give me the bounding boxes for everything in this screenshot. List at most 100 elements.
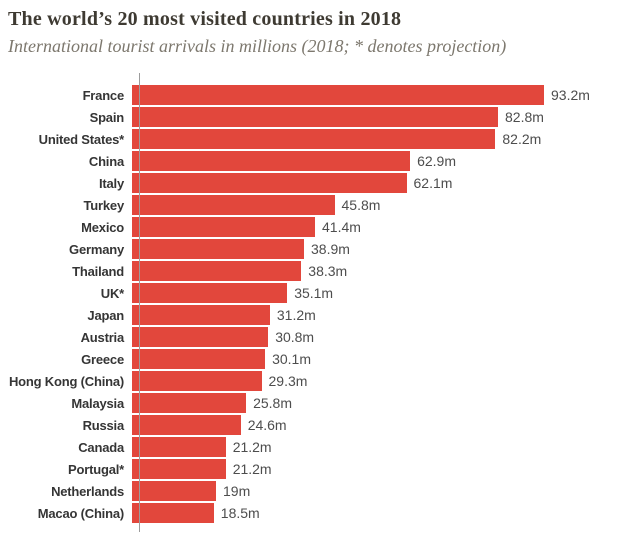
bar: [132, 173, 407, 193]
bar-area: 82.2m: [132, 129, 617, 149]
country-label: Portugal*: [68, 461, 124, 477]
value-label: 29.3m: [268, 373, 308, 389]
bar: [132, 437, 226, 457]
bar: [132, 305, 270, 325]
bar-area: 25.8m: [132, 393, 617, 413]
bar-area: 45.8m: [132, 195, 617, 215]
country-label: France: [82, 87, 125, 103]
value-label: 30.1m: [272, 351, 312, 367]
bar-row: Netherlands 19m: [0, 480, 617, 502]
bar-area: 41.4m: [132, 217, 617, 237]
bar-area: 21.2m: [132, 459, 617, 479]
value-label: 21.2m: [232, 461, 272, 477]
bar-chart: France 93.2m Spain 82.8m United States* …: [0, 73, 617, 532]
bar: [132, 459, 226, 479]
bar-row: Italy 62.1m: [0, 172, 617, 194]
bar: [132, 261, 302, 281]
bar-area: 62.1m: [132, 173, 617, 193]
country-label: Thailand: [72, 263, 124, 279]
bar: [132, 85, 544, 105]
bar-row: UK* 35.1m: [0, 282, 617, 304]
country-label: UK*: [100, 285, 124, 301]
value-label: 82.8m: [505, 109, 544, 125]
chart-subtitle: International tourist arrivals in millio…: [8, 36, 507, 56]
country-label: Mexico: [81, 219, 124, 235]
bar-area: 19m: [132, 481, 617, 501]
bar-area: 31.2m: [132, 305, 617, 325]
value-label: 82.2m: [502, 131, 542, 147]
bar: [132, 283, 288, 303]
bar-row: Hong Kong (China) 29.3m: [0, 370, 617, 392]
bar-area: 93.2m: [132, 85, 617, 105]
bar-row: United States* 82.2m: [0, 128, 617, 150]
country-label: Turkey: [83, 197, 125, 213]
country-label: Austria: [80, 329, 125, 345]
bar-row: Russia 24.6m: [0, 414, 617, 436]
country-label: China: [88, 153, 124, 169]
value-label: 62.1m: [413, 175, 453, 191]
bar-area: 82.8m: [132, 107, 617, 127]
bar: [132, 129, 496, 149]
value-label: 25.8m: [253, 395, 293, 411]
country-label: Canada: [78, 439, 124, 455]
chart-title: The world’s 20 most visited countries in…: [8, 8, 402, 30]
country-label: Spain: [89, 109, 125, 125]
bar-area: 38.3m: [132, 261, 617, 281]
bar-row: Canada 21.2m: [0, 436, 617, 458]
bar-area: 24.6m: [132, 415, 617, 435]
bar-area: 21.2m: [132, 437, 617, 457]
bar: [132, 107, 498, 127]
bar-row: Macao (China) 18.5m: [0, 502, 617, 524]
country-label: United States*: [38, 131, 125, 147]
bar: [132, 371, 262, 391]
bar: [132, 349, 266, 369]
bar-row: Portugal* 21.2m: [0, 458, 617, 480]
bar: [132, 327, 269, 347]
value-label: 21.2m: [232, 439, 272, 455]
country-label: Macao (China): [37, 505, 124, 521]
value-label: 18.5m: [220, 505, 260, 521]
bar-row: Austria 30.8m: [0, 326, 617, 348]
bar: [132, 481, 216, 501]
value-label: 93.2m: [551, 87, 590, 103]
country-label: Hong Kong (China): [8, 373, 124, 389]
country-label: Malaysia: [71, 395, 124, 411]
value-label: 30.8m: [275, 329, 315, 345]
value-label: 41.4m: [322, 219, 361, 235]
bar: [132, 503, 214, 523]
country-label: Greece: [81, 351, 124, 367]
country-label: Japan: [87, 307, 124, 323]
bar-row: Mexico 41.4m: [0, 216, 617, 238]
value-label: 62.9m: [417, 153, 457, 169]
bar-area: 29.3m: [132, 371, 617, 391]
bar-row: Malaysia 25.8m: [0, 392, 617, 414]
bar: [132, 239, 304, 259]
bar-area: 62.9m: [132, 151, 617, 171]
bar-row: Spain 82.8m: [0, 106, 617, 128]
bar-area: 30.8m: [132, 327, 617, 347]
bar: [132, 151, 411, 171]
country-label: Italy: [98, 175, 124, 191]
bar-area: 18.5m: [132, 503, 617, 523]
value-label: 38.3m: [308, 263, 348, 279]
bar: [132, 195, 335, 215]
bar: [132, 217, 315, 237]
bar: [132, 393, 247, 413]
value-label: 35.1m: [294, 285, 334, 301]
value-label: 31.2m: [276, 307, 316, 323]
country-label: Germany: [69, 241, 124, 257]
bar-row: Thailand 38.3m: [0, 260, 617, 282]
bar-area: 38.9m: [132, 239, 617, 259]
value-label: 19m: [223, 483, 251, 499]
bar-row: Turkey 45.8m: [0, 194, 617, 216]
value-label: 24.6m: [247, 417, 287, 433]
value-label: 45.8m: [341, 197, 381, 213]
bar-area: 35.1m: [132, 283, 617, 303]
value-label: 38.9m: [311, 241, 350, 257]
y-axis-line: [139, 73, 140, 532]
bar-row: China 62.9m: [0, 150, 617, 172]
country-label: Russia: [82, 417, 125, 433]
country-label: Netherlands: [51, 483, 124, 499]
bar-row: Greece 30.1m: [0, 348, 617, 370]
